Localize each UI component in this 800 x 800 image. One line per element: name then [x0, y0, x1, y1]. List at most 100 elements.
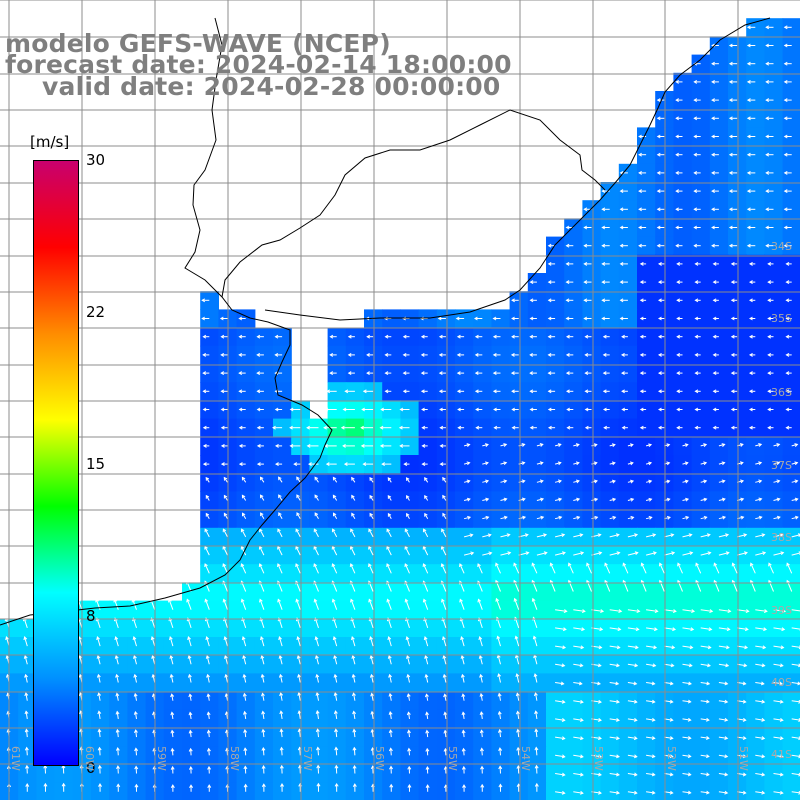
wind-cell	[163, 691, 183, 711]
wind-cell	[309, 764, 329, 784]
wind-arrow	[773, 479, 781, 484]
wind-cell	[382, 364, 401, 383]
wind-arrow	[736, 533, 748, 538]
wind-cell	[418, 546, 438, 565]
wind-cell	[236, 364, 256, 383]
wind-cell	[618, 273, 638, 292]
wind-cell	[436, 673, 456, 693]
wind-arrow	[61, 782, 66, 792]
wind-cell	[728, 400, 747, 420]
wind-arrow	[289, 407, 301, 412]
wind-arrow	[536, 551, 548, 556]
wind-cell	[473, 382, 492, 401]
wind-cell	[254, 509, 274, 529]
wind-arrow	[767, 352, 774, 357]
wind-arrow	[277, 545, 283, 556]
wind-cell	[327, 746, 347, 765]
wind-arrow	[718, 699, 729, 704]
wind-cell	[709, 364, 729, 383]
wind-arrow	[440, 563, 447, 574]
wind-arrow	[296, 512, 301, 519]
wind-cell	[746, 182, 765, 201]
wind-arrow	[463, 551, 475, 556]
coastline	[0, 17, 333, 626]
wind-arrow	[676, 261, 683, 266]
wind-arrow	[379, 425, 392, 430]
wind-arrow	[115, 710, 120, 719]
wind-cell	[91, 637, 110, 656]
wind-cell	[382, 709, 401, 729]
wind-arrow	[132, 636, 137, 647]
wind-arrow	[220, 443, 228, 448]
wind-cell	[273, 600, 292, 620]
wind-cell	[637, 182, 656, 201]
wind-arrow	[755, 497, 763, 502]
wind-arrow	[737, 754, 747, 759]
wind-cell	[709, 91, 729, 110]
wind-cell	[327, 691, 347, 711]
wind-cell	[436, 364, 456, 383]
wind-arrow	[188, 766, 193, 774]
wind-cell	[200, 728, 219, 747]
wind-cell	[564, 345, 583, 365]
wind-cell	[254, 709, 274, 729]
wind-arrow	[24, 710, 29, 719]
wind-arrow	[718, 533, 730, 538]
wind-arrow	[664, 609, 677, 614]
wind-arrow	[115, 747, 120, 756]
wind-arrow	[259, 476, 265, 483]
wind-cell	[782, 764, 800, 784]
wind-arrow	[220, 352, 228, 357]
wind-arrow	[718, 754, 729, 759]
wind-cell	[582, 364, 602, 383]
wind-cell	[400, 527, 420, 547]
wind-arrow	[531, 597, 538, 610]
wind-arrow	[133, 673, 138, 683]
wind-cell	[491, 618, 511, 638]
wind-arrow	[646, 699, 656, 704]
wind-arrow	[565, 280, 574, 285]
wind-arrow	[441, 598, 447, 610]
wind-arrow	[676, 389, 683, 394]
wind-arrow	[482, 551, 493, 556]
wind-arrow	[746, 225, 756, 230]
wind-arrow	[455, 316, 465, 321]
wind-arrow	[531, 562, 538, 574]
wind-cell	[436, 527, 456, 547]
wind-cell	[200, 582, 219, 602]
wind-cell	[254, 764, 274, 784]
wind-cell	[691, 72, 711, 92]
wind-cell	[273, 327, 292, 347]
wind-arrow	[316, 746, 321, 756]
wind-cell	[345, 746, 365, 765]
wind-cell	[527, 600, 547, 620]
wind-arrow	[773, 551, 785, 556]
wind-arrow	[331, 563, 338, 574]
wind-arrow	[791, 479, 799, 484]
wind-arrow	[676, 425, 683, 430]
wind-cell	[564, 327, 583, 347]
wind-arrow	[459, 617, 465, 629]
wind-arrow	[638, 134, 647, 139]
wind-arrow	[342, 407, 355, 412]
wind-cell	[746, 72, 765, 92]
wind-arrow	[463, 497, 471, 502]
wind-arrow	[694, 352, 701, 357]
wind-cell	[236, 345, 256, 365]
wind-arrow	[712, 316, 719, 321]
wind-arrow	[352, 746, 357, 756]
wind-cell	[473, 400, 492, 420]
wind-cell	[455, 382, 474, 401]
wind-arrow	[256, 371, 264, 376]
wind-arrow	[116, 783, 121, 792]
wind-cell	[491, 564, 511, 583]
wind-arrow	[712, 407, 719, 412]
wind-arrow	[352, 764, 357, 774]
wind-arrow	[609, 497, 617, 502]
wind-arrow	[442, 476, 447, 483]
wind-cell	[382, 600, 401, 620]
wind-arrow	[675, 243, 683, 248]
wind-arrow	[555, 663, 566, 668]
wind-arrow	[694, 298, 701, 303]
wind-cell	[345, 382, 365, 401]
